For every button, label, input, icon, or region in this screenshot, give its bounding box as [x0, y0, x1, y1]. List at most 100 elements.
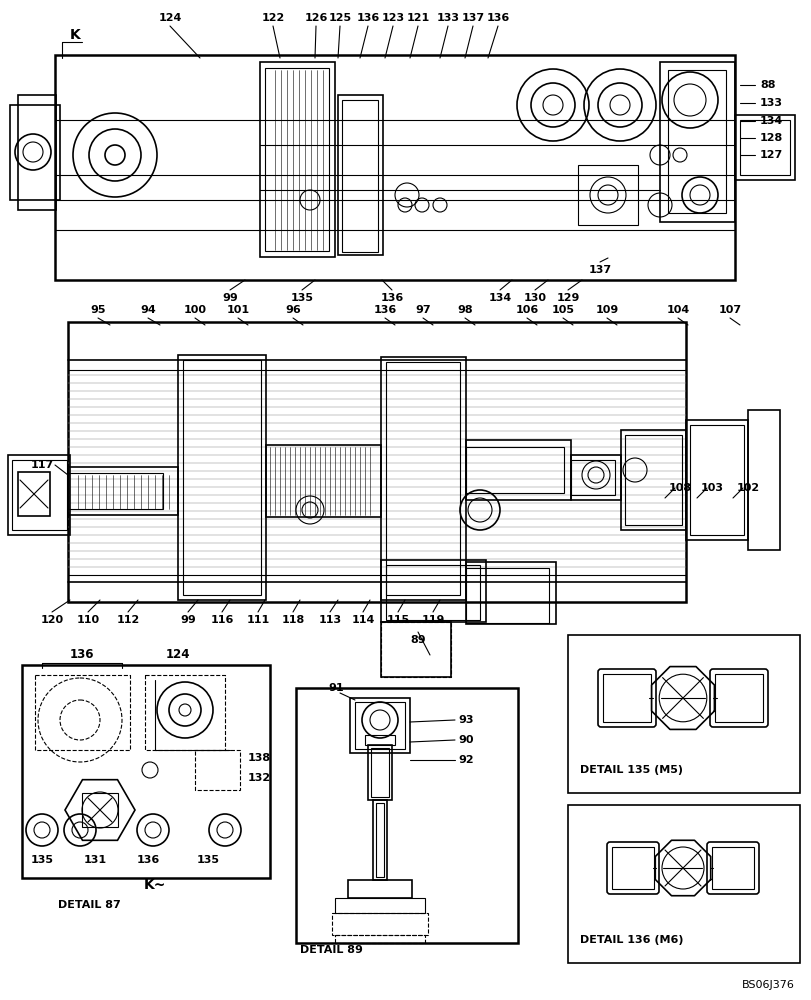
- Text: DETAIL 135 (M5): DETAIL 135 (M5): [579, 765, 682, 775]
- Bar: [570, 455, 620, 500]
- Text: 135: 135: [196, 855, 219, 865]
- Text: 126: 126: [304, 13, 328, 23]
- Bar: [68, 473, 163, 509]
- Text: K: K: [70, 28, 80, 42]
- Bar: [568, 635, 799, 793]
- Text: 91: 91: [328, 683, 343, 693]
- Bar: [195, 750, 240, 790]
- Text: 104: 104: [666, 305, 689, 315]
- Text: 130: 130: [523, 293, 546, 303]
- Text: 121: 121: [406, 13, 429, 23]
- Text: 109: 109: [594, 305, 618, 315]
- Bar: [145, 675, 225, 750]
- Bar: [380, 622, 450, 677]
- Text: 120: 120: [41, 615, 63, 625]
- Text: 132: 132: [247, 773, 271, 783]
- Bar: [380, 357, 466, 600]
- Bar: [734, 115, 794, 180]
- Bar: [22, 665, 270, 878]
- Text: 118: 118: [281, 615, 304, 625]
- Bar: [466, 447, 564, 493]
- Text: 111: 111: [246, 615, 269, 625]
- Bar: [685, 420, 747, 540]
- Bar: [380, 622, 450, 677]
- Bar: [68, 322, 685, 602]
- Bar: [266, 445, 380, 517]
- Bar: [739, 120, 789, 175]
- Text: 94: 94: [140, 305, 156, 315]
- Text: 131: 131: [84, 855, 106, 865]
- Bar: [348, 880, 411, 898]
- Bar: [35, 675, 130, 750]
- Text: 99: 99: [222, 293, 238, 303]
- Text: 129: 129: [556, 293, 579, 303]
- Bar: [365, 735, 394, 745]
- Bar: [714, 674, 762, 722]
- Text: 137: 137: [588, 265, 611, 275]
- Text: 138: 138: [247, 753, 271, 763]
- Text: 115: 115: [386, 615, 409, 625]
- Text: 89: 89: [410, 635, 425, 645]
- Text: 117: 117: [30, 460, 54, 470]
- Bar: [620, 430, 685, 530]
- Text: 112: 112: [116, 615, 139, 625]
- Bar: [747, 410, 779, 550]
- Text: 88: 88: [759, 80, 775, 90]
- Text: 96: 96: [285, 305, 301, 315]
- Bar: [466, 568, 548, 623]
- Bar: [466, 562, 556, 624]
- Bar: [350, 698, 410, 753]
- Text: 93: 93: [457, 715, 473, 725]
- Bar: [18, 472, 50, 516]
- Bar: [689, 425, 743, 535]
- Text: 101: 101: [226, 305, 249, 315]
- Bar: [570, 460, 614, 495]
- Bar: [68, 467, 178, 515]
- Text: 134: 134: [487, 293, 511, 303]
- Text: 103: 103: [700, 483, 723, 493]
- Text: 92: 92: [457, 755, 473, 765]
- Bar: [371, 748, 388, 797]
- Text: DETAIL 89: DETAIL 89: [299, 945, 363, 955]
- Text: 136: 136: [136, 855, 160, 865]
- Text: 108: 108: [667, 483, 691, 493]
- Text: 110: 110: [76, 615, 100, 625]
- Text: 107: 107: [718, 305, 740, 315]
- Text: 123: 123: [381, 13, 404, 23]
- Bar: [568, 805, 799, 963]
- Text: 114: 114: [351, 615, 374, 625]
- Text: 90: 90: [457, 735, 473, 745]
- Text: DETAIL 87: DETAIL 87: [58, 900, 121, 910]
- Text: 135: 135: [290, 293, 313, 303]
- Bar: [182, 360, 260, 595]
- Text: BS06J376: BS06J376: [741, 980, 794, 990]
- Bar: [55, 55, 734, 280]
- Bar: [337, 95, 383, 255]
- Text: 97: 97: [414, 305, 431, 315]
- Bar: [375, 803, 384, 877]
- Text: 125: 125: [328, 13, 351, 23]
- Bar: [264, 68, 328, 251]
- Text: 127: 127: [759, 150, 783, 160]
- Text: 136: 136: [380, 293, 403, 303]
- Bar: [372, 800, 387, 880]
- Text: 102: 102: [736, 483, 758, 493]
- Bar: [335, 898, 424, 913]
- Text: 100: 100: [183, 305, 206, 315]
- Text: 136: 136: [486, 13, 509, 23]
- Bar: [624, 435, 681, 525]
- Bar: [577, 165, 637, 225]
- Bar: [667, 70, 725, 213]
- Text: 113: 113: [318, 615, 341, 625]
- Bar: [260, 62, 335, 257]
- Bar: [335, 935, 424, 943]
- Bar: [603, 674, 650, 722]
- Bar: [341, 100, 378, 252]
- Text: 133: 133: [436, 13, 459, 23]
- Text: 128: 128: [759, 133, 783, 143]
- Text: 134: 134: [759, 116, 783, 126]
- Text: 124: 124: [165, 648, 190, 662]
- Bar: [367, 745, 392, 800]
- Text: 135: 135: [31, 855, 54, 865]
- Text: 98: 98: [457, 305, 472, 315]
